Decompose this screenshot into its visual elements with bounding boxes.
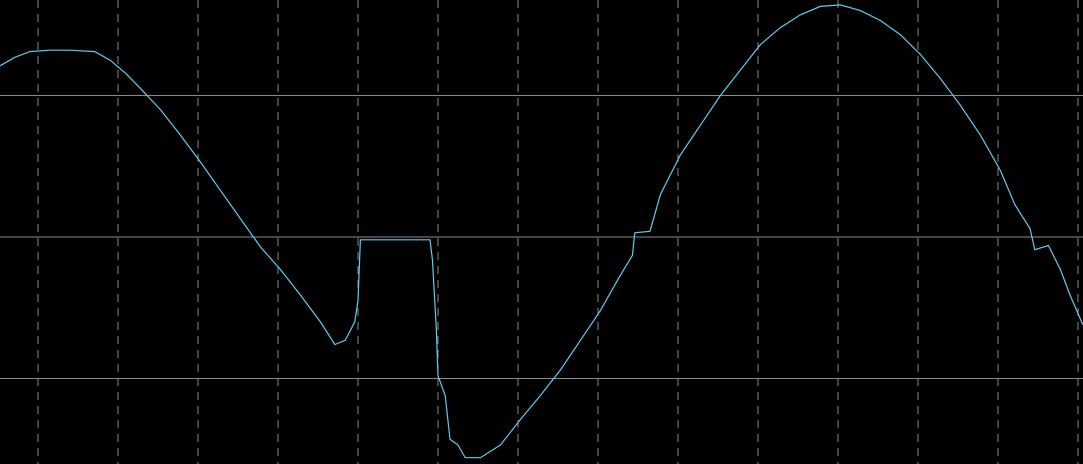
traces: [0, 4, 1083, 459]
vertical-grid: [37, 0, 1079, 464]
horizontal-grid: [0, 95, 1083, 379]
signal-trace: [0, 4, 1083, 459]
